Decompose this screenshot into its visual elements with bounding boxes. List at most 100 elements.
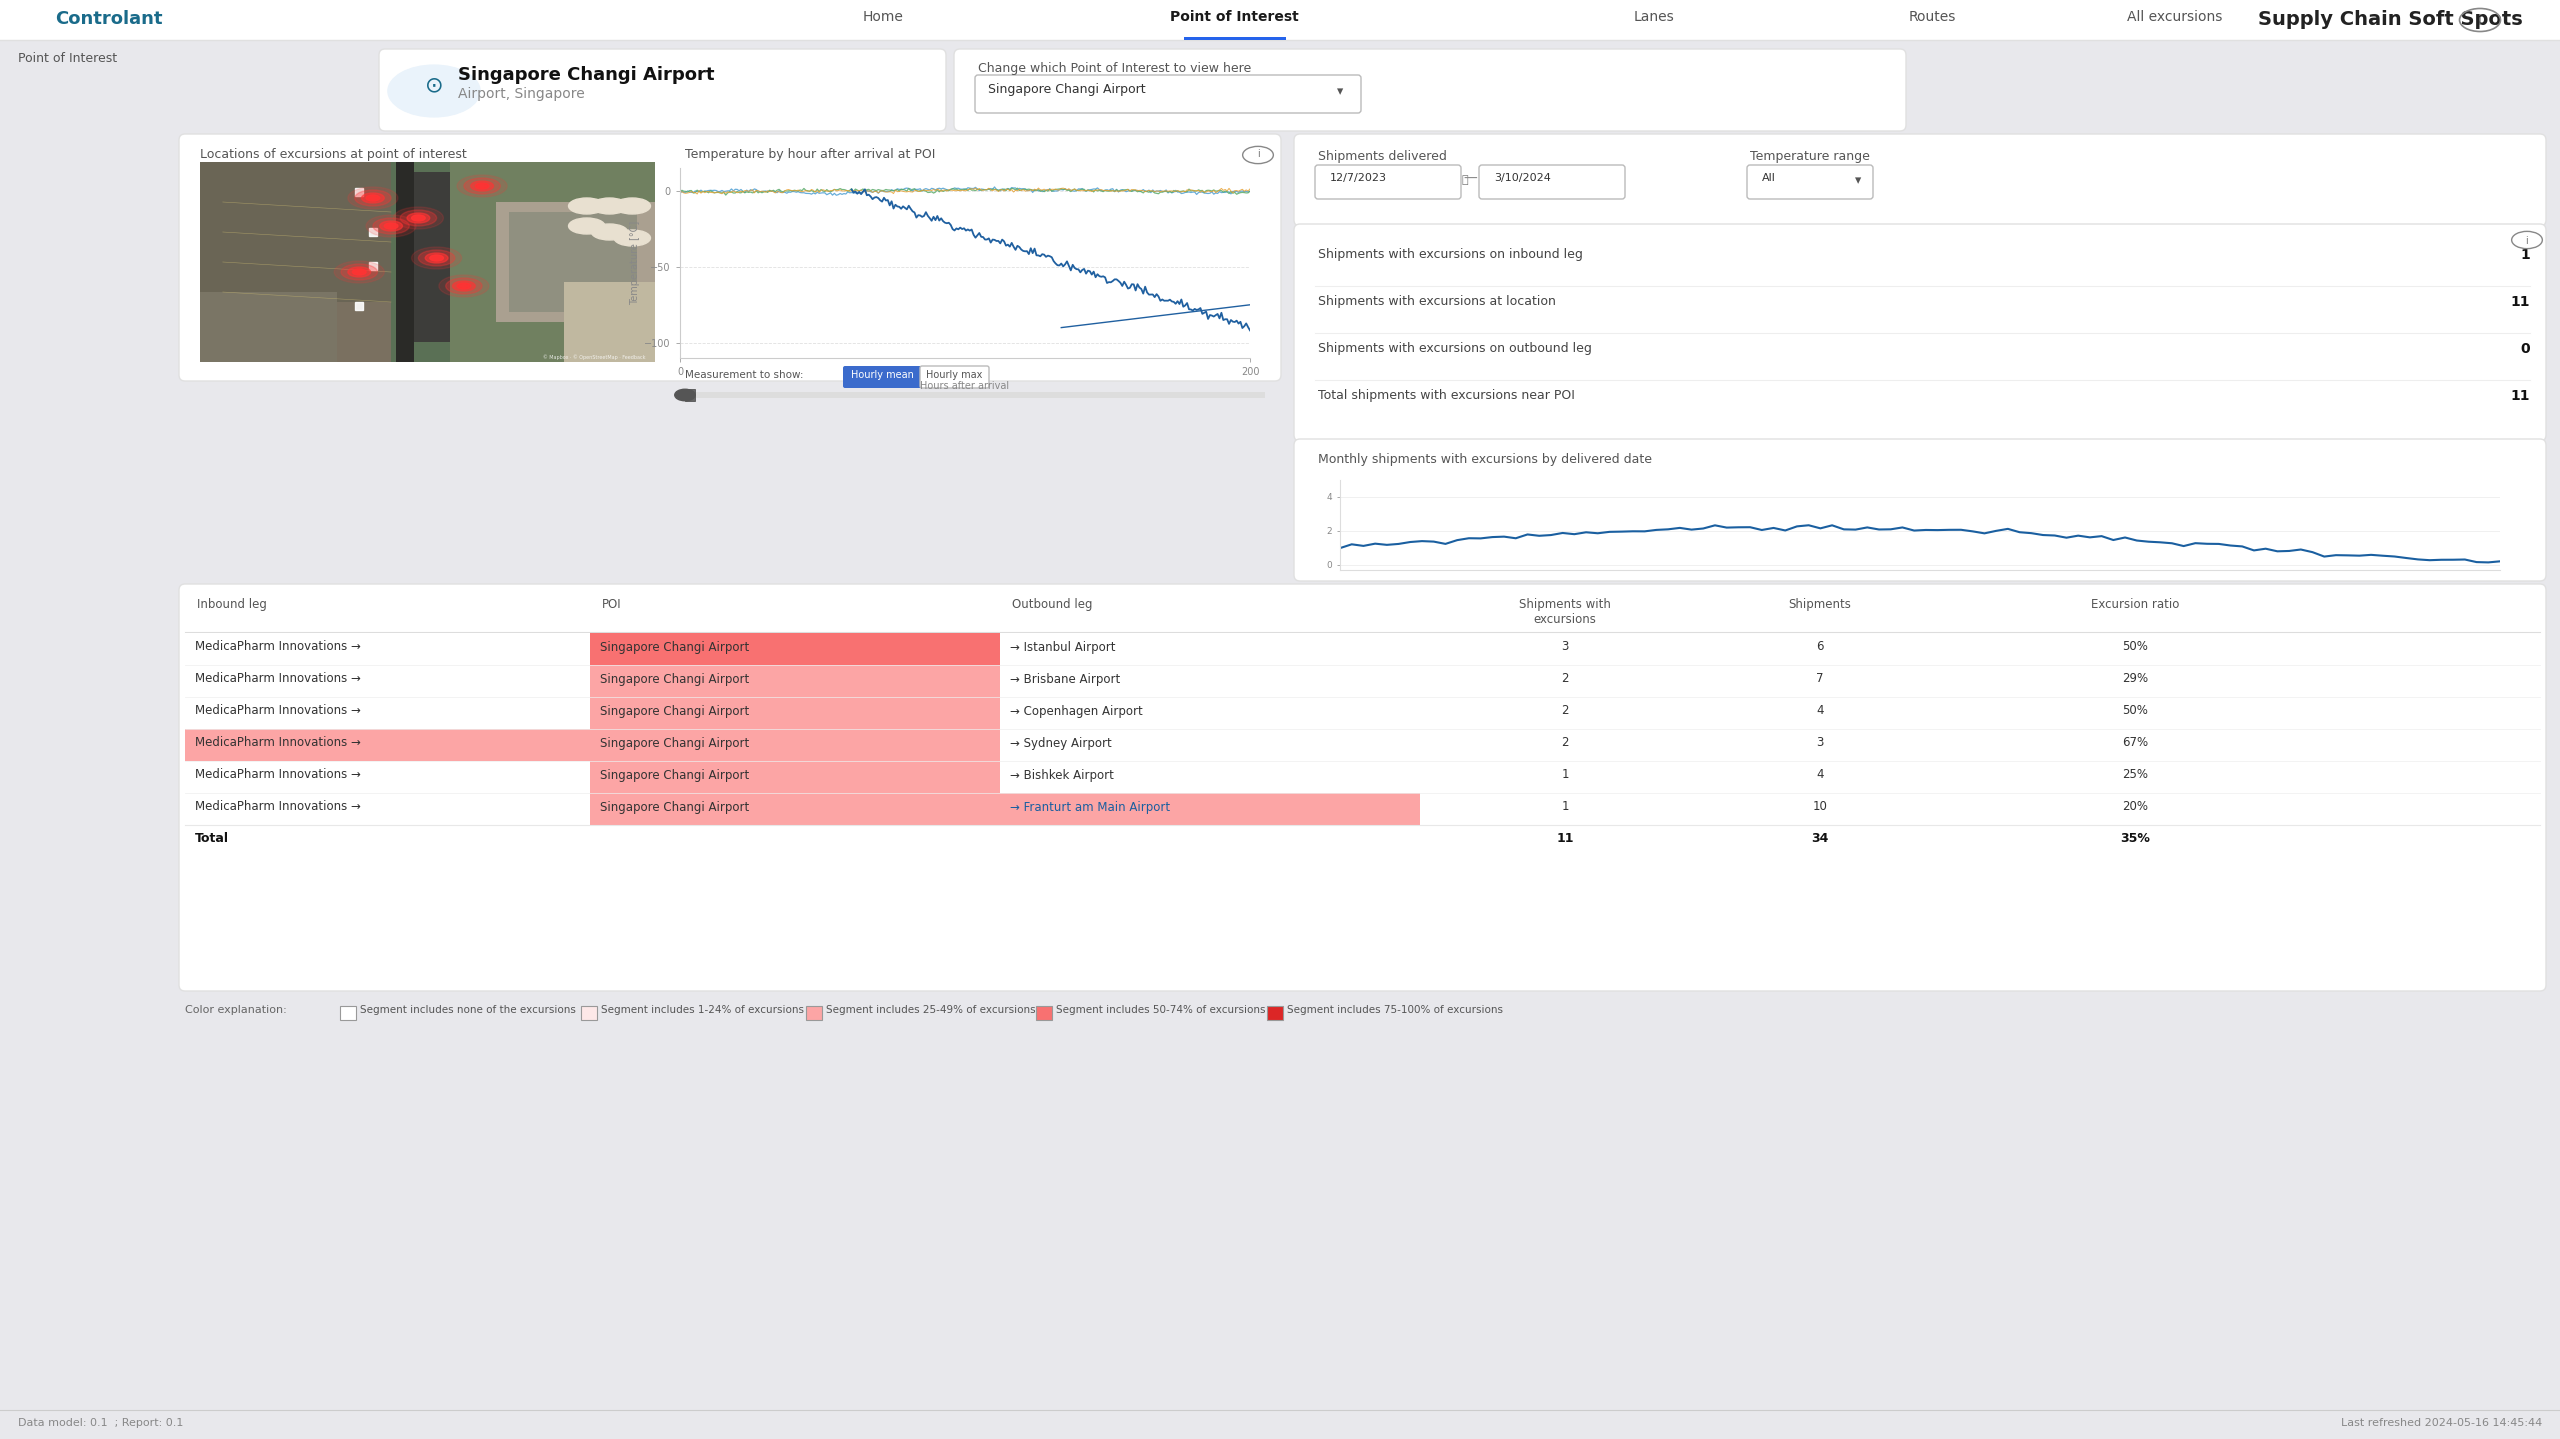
Text: 📅: 📅 [1462, 176, 1469, 186]
Text: Shipments: Shipments [1789, 599, 1851, 612]
Text: All excursions: All excursions [2127, 10, 2222, 24]
Bar [563, 282, 655, 363]
Circle shape [412, 248, 461, 269]
Bar [1037, 1006, 1052, 1020]
Text: i: i [1257, 150, 1260, 158]
Bar [184, 730, 589, 761]
Text: Color explanation:: Color explanation: [184, 1004, 287, 1014]
Text: Singapore Changi Airport: Singapore Changi Airport [599, 800, 750, 813]
Circle shape [568, 217, 604, 235]
Text: Monthly shipments with excursions by delivered date: Monthly shipments with excursions by del… [1318, 453, 1651, 466]
Text: MedicaPharm Innovations →: MedicaPharm Innovations → [195, 705, 361, 718]
Text: 3/10/2024: 3/10/2024 [1495, 173, 1551, 183]
Text: ▾: ▾ [1336, 85, 1344, 98]
Circle shape [425, 253, 448, 263]
FancyBboxPatch shape [919, 366, 988, 389]
Text: 3: 3 [1562, 640, 1569, 653]
Circle shape [399, 210, 438, 226]
Circle shape [379, 222, 402, 232]
Y-axis label: Temperature [°C]: Temperature [°C] [630, 220, 640, 305]
Bar [340, 1006, 356, 1020]
Bar [1001, 696, 1421, 730]
Text: Singapore Changi Airport: Singapore Changi Airport [599, 672, 750, 685]
Circle shape [453, 281, 476, 291]
Text: 4: 4 [1815, 705, 1823, 718]
Text: Routes: Routes [1910, 10, 1956, 24]
Text: Singapore Changi Airport: Singapore Changi Airport [599, 768, 750, 781]
Text: 67%: 67% [2122, 737, 2148, 750]
Text: ⊙: ⊙ [425, 75, 443, 95]
Text: → Copenhagen Airport: → Copenhagen Airport [1011, 705, 1142, 718]
Text: Segment includes none of the excursions: Segment includes none of the excursions [361, 1004, 576, 1014]
Text: Airport, Singapore: Airport, Singapore [458, 86, 584, 101]
Bar [0, 0, 2560, 40]
Text: 34: 34 [1812, 833, 1828, 846]
Bar [686, 391, 1265, 399]
Text: 11: 11 [1556, 833, 1574, 846]
Text: Temperature range: Temperature range [1751, 150, 1869, 163]
Text: 2: 2 [1562, 737, 1569, 750]
Circle shape [348, 268, 371, 276]
Text: Shipments with excursions on inbound leg: Shipments with excursions on inbound leg [1318, 248, 1582, 260]
Text: Total shipments with excursions near POI: Total shipments with excursions near POI [1318, 389, 1574, 401]
Circle shape [471, 181, 494, 191]
Text: Shipments delivered: Shipments delivered [1318, 150, 1446, 163]
Text: Change which Point of Interest to view here: Change which Point of Interest to view h… [978, 62, 1252, 75]
Text: Temperature by hour after arrival at POI: Temperature by hour after arrival at POI [686, 148, 934, 161]
Text: Shipments with excursions on outbound leg: Shipments with excursions on outbound le… [1318, 342, 1592, 355]
Circle shape [568, 199, 604, 214]
Text: Last refreshed 2024-05-16 14:45:44: Last refreshed 2024-05-16 14:45:44 [2340, 1417, 2542, 1427]
Bar [589, 761, 1001, 793]
Text: 2: 2 [1562, 672, 1569, 685]
Bar [1001, 730, 1421, 761]
Bar [397, 163, 415, 363]
Text: Segment includes 25-49% of excursions: Segment includes 25-49% of excursions [827, 1004, 1037, 1014]
Text: Home: Home [863, 10, 904, 24]
Circle shape [676, 389, 696, 400]
Text: 10: 10 [1812, 800, 1828, 813]
Text: 0: 0 [2522, 342, 2529, 355]
Circle shape [614, 230, 650, 246]
Circle shape [458, 283, 471, 289]
Text: → Bishkek Airport: → Bishkek Airport [1011, 768, 1114, 781]
Text: Singapore Changi Airport: Singapore Changi Airport [599, 737, 750, 750]
Circle shape [458, 176, 507, 197]
Text: 1: 1 [1562, 768, 1569, 781]
Bar [589, 696, 1001, 730]
Text: Singapore Changi Airport: Singapore Changi Airport [458, 66, 714, 83]
Bar [1267, 1006, 1283, 1020]
Text: 11: 11 [2511, 389, 2529, 403]
FancyBboxPatch shape [179, 134, 1280, 381]
X-axis label: Hours after arrival: Hours after arrival [922, 381, 1009, 391]
Text: Singapore Changi Airport: Singapore Changi Airport [599, 705, 750, 718]
Text: 6: 6 [1815, 640, 1823, 653]
Bar [451, 163, 655, 363]
Text: i: i [2527, 236, 2529, 246]
Bar [497, 201, 655, 322]
Text: 25%: 25% [2122, 768, 2148, 781]
Text: 20%: 20% [2122, 800, 2148, 813]
Circle shape [591, 199, 627, 214]
Bar [184, 590, 2540, 632]
Text: © Mapbox · © OpenStreetMap · Feedback: © Mapbox · © OpenStreetMap · Feedback [543, 354, 645, 360]
Bar [200, 292, 335, 363]
FancyBboxPatch shape [975, 75, 1362, 114]
Circle shape [614, 199, 650, 214]
Text: Point of Interest: Point of Interest [1170, 10, 1298, 24]
Text: Excursion ratio: Excursion ratio [2092, 599, 2179, 612]
Text: Shipments with excursions at location: Shipments with excursions at location [1318, 295, 1556, 308]
Text: Inbound leg: Inbound leg [197, 599, 266, 612]
Bar [184, 665, 589, 696]
Circle shape [366, 196, 379, 201]
Circle shape [384, 223, 397, 229]
Text: → Sydney Airport: → Sydney Airport [1011, 737, 1111, 750]
Circle shape [445, 278, 481, 294]
Bar [589, 793, 1001, 825]
Text: Hourly mean: Hourly mean [850, 370, 914, 380]
Circle shape [417, 250, 456, 266]
Text: Shipments with
excursions: Shipments with excursions [1518, 599, 1610, 626]
Text: i: i [2478, 14, 2483, 27]
FancyBboxPatch shape [955, 49, 1907, 131]
Text: 1: 1 [2519, 248, 2529, 262]
Circle shape [374, 217, 410, 235]
